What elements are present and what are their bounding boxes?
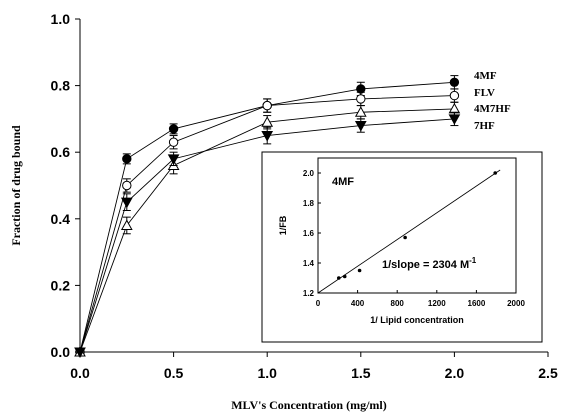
inset-plot: 0 400 800 1200 1600 2000 1.2 1.4 1.6 1.8 2.0 1/ Lip…	[261, 151, 543, 343]
inset-y-tick-label: 2.0	[303, 169, 315, 178]
inset-data-point	[342, 274, 347, 279]
y-tick-label: 0.4	[51, 211, 71, 227]
data-point	[120, 197, 133, 209]
x-axis-title: MLV's Concentration (mg/ml)	[231, 398, 387, 412]
series-line	[79, 118, 455, 353]
data-point	[120, 219, 133, 230]
inset-y-tick-label: 1.2	[303, 289, 315, 298]
inset-x-axis-title: 1/ Lipid concentration	[370, 315, 464, 325]
data-point	[261, 116, 274, 127]
inset-x-tick-label: 0	[316, 299, 321, 308]
inset-y-axis-title: 1/FB	[278, 215, 288, 235]
data-point	[354, 106, 367, 117]
inset-data-point	[336, 276, 341, 280]
data-point	[356, 94, 366, 104]
main-plot: 0.0 0.5 1.0 1.5 2.0 2.5 0.0 0.2 0.4 0.6 0.8 1.0 MLV'…	[9, 11, 558, 412]
data-point	[354, 121, 367, 132]
data-point	[262, 100, 272, 111]
data-point	[168, 137, 179, 147]
data-point	[449, 90, 460, 101]
y-tick-label: 0.0	[51, 344, 71, 360]
x-tick-label: 0.0	[70, 365, 90, 381]
series-label-7hf: 7HF	[474, 120, 495, 132]
inset-x-tick-label: 1600	[468, 299, 486, 308]
inset-annotation-superscript: -1	[469, 256, 477, 265]
inset-x-tick-label: 400	[351, 299, 365, 308]
data-point	[122, 180, 132, 191]
y-tick-label: 0.6	[51, 144, 71, 160]
series-line	[79, 108, 455, 353]
inset-x-tick-label: 1200	[428, 299, 446, 308]
series-line	[79, 95, 455, 353]
inset-annotation: 1/slope = 2304 M-1	[382, 256, 477, 271]
series-label-4mf: 4MF	[474, 70, 497, 82]
x-tick-label: 0.5	[164, 365, 184, 381]
data-point	[167, 154, 180, 165]
inset-plot-area	[317, 157, 517, 294]
inset-y-tick-label: 1.4	[303, 259, 315, 268]
data-point	[74, 347, 86, 359]
series-label-flv: FLV	[474, 87, 495, 99]
inset-title: 4MF	[332, 176, 354, 188]
inset-x-tick-label: 800	[391, 299, 405, 308]
inset-y-tick-label: 1.6	[303, 229, 315, 238]
inset-y-tick-label: 1.8	[303, 199, 315, 208]
inset-x-tick-label: 2000	[507, 299, 525, 308]
x-tick-label: 2.5	[538, 365, 558, 381]
inset-frame	[261, 151, 543, 343]
y-tick-label: 1.0	[51, 11, 71, 27]
y-tick-label: 0.2	[51, 277, 71, 293]
inset-data-point	[403, 235, 407, 240]
series-label-4m7hf: 4M7HF	[474, 103, 511, 115]
x-tick-label: 1.0	[257, 365, 277, 381]
x-tick-label: 2.0	[445, 365, 465, 381]
data-point	[448, 102, 461, 114]
y-tick-label: 0.8	[51, 78, 71, 94]
data-point	[448, 114, 461, 125]
data-point	[261, 131, 274, 142]
data-point	[168, 124, 179, 134]
data-point	[122, 154, 132, 164]
y-axis-title: Fraction of drug bound	[9, 125, 23, 246]
series-7hf	[74, 111, 461, 359]
inset-data-point	[493, 171, 498, 175]
inset-fit-line	[317, 169, 501, 294]
series-line	[79, 81, 455, 353]
x-tick-label: 1.5	[351, 365, 371, 381]
data-point	[449, 77, 460, 87]
inset-data-point	[357, 268, 362, 273]
